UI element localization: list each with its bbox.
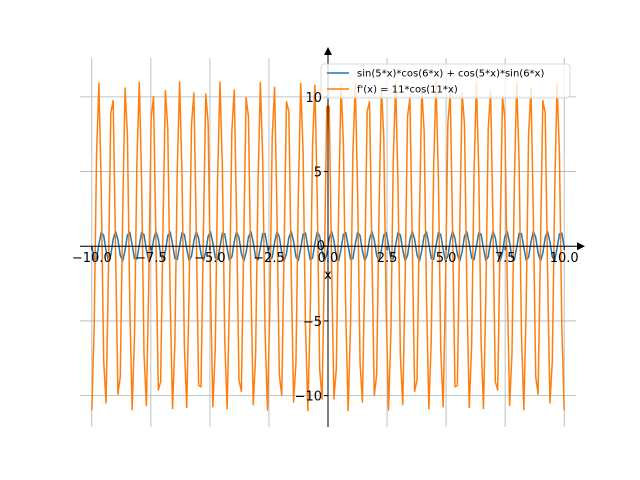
x-axis-arrow: [577, 242, 585, 251]
y-tick-label-0: −10: [295, 390, 322, 405]
y-tick-label-3: 5: [314, 166, 322, 181]
x-tick-label-4: 0.0: [318, 251, 339, 266]
x-tick-label-1: −7.5: [135, 251, 167, 266]
x-tick-label-0: −10.0: [72, 251, 112, 266]
x-tick-label-7: 7.5: [495, 251, 516, 266]
y-tick-label-2: 0: [317, 239, 325, 254]
ticks: −10.0 −7.5 −5.0 −2.5 0.0 2.5 5.0 7.5 10.0 −10 −5 5 1…: [72, 91, 579, 405]
legend: sin(5*x)*cos(6*x) + cos(5*x)*sin(6*x) f'(…: [320, 63, 571, 99]
axes: [80, 47, 585, 427]
legend-label-1: f'(x) = 11*cos(11*x): [357, 85, 458, 96]
y-tick-label-4: 10: [305, 91, 322, 106]
x-tick-label-6: 5.0: [436, 251, 457, 266]
x-axis-title: x: [324, 268, 332, 283]
x-tick-label-5: 2.5: [377, 251, 398, 266]
y-tick-label-1: −5: [303, 315, 322, 330]
legend-label-0: sin(5*x)*cos(6*x) + cos(5*x)*sin(6*x): [357, 69, 544, 80]
x-tick-label-8: 10.0: [550, 251, 579, 266]
legend-box: [320, 63, 571, 99]
x-tick-label-3: −2.5: [253, 251, 285, 266]
y-axis-arrow: [324, 47, 332, 55]
x-tick-label-2: −5.0: [194, 251, 226, 266]
